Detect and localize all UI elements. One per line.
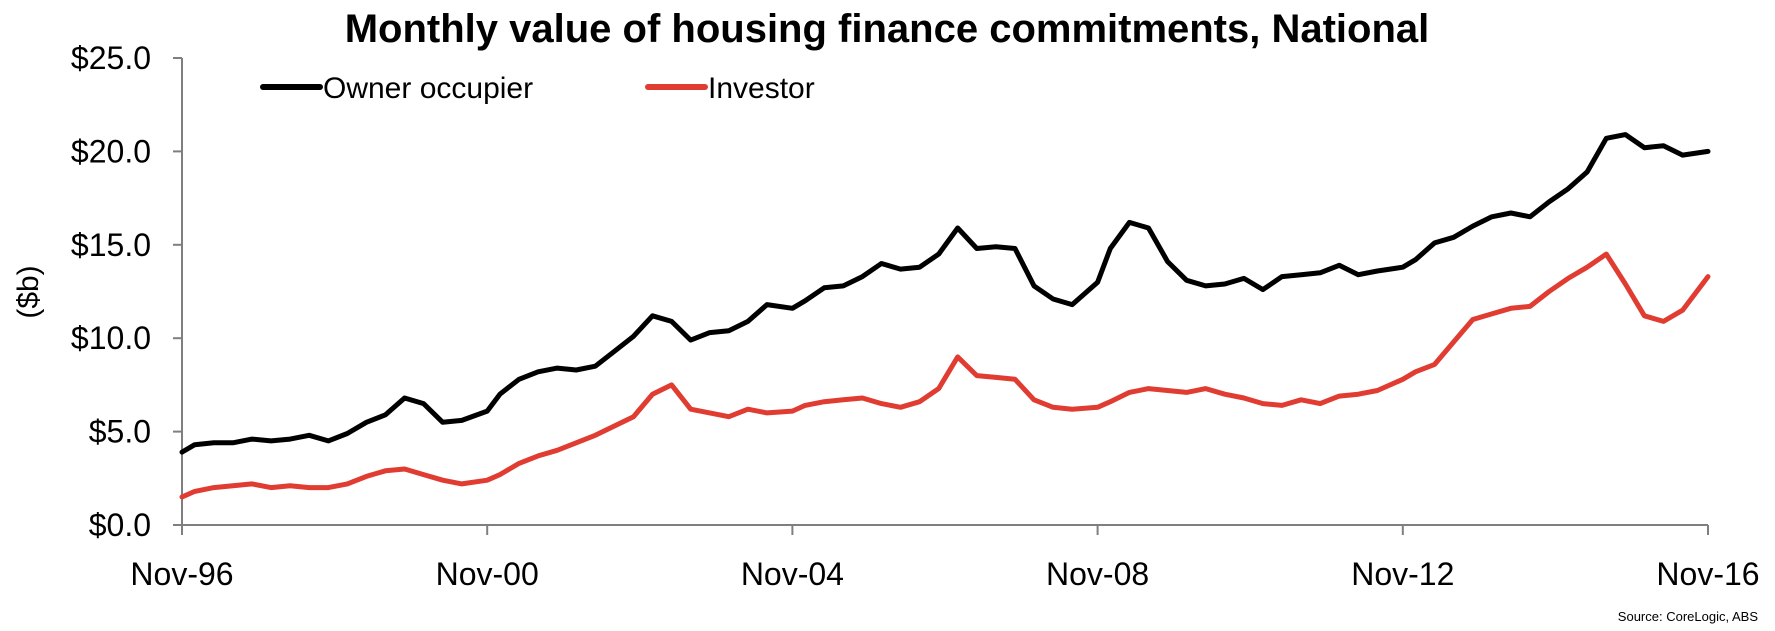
legend-label-owner-occupier: Owner occupier [323,72,533,105]
legend: Owner occupier Investor [260,72,815,105]
chart-title: Monthly value of housing finance commitm… [345,7,1430,51]
y-tick-label: $15.0 [71,227,151,263]
x-tick-label: Nov-04 [741,556,844,592]
source-note: Source: CoreLogic, ABS [1618,609,1759,624]
y-axis-ticks: $0.0 $5.0 $10.0 $15.0 $20.0 $25.0 [71,40,182,543]
y-tick-label: $5.0 [89,414,151,450]
legend-label-investor: Investor [708,72,815,105]
series-line-investor [179,251,1711,500]
x-tick-label: Nov-08 [1046,556,1149,592]
x-tick-label: Nov-12 [1351,556,1454,592]
y-tick-label: $0.0 [89,507,151,543]
x-tick-label: Nov-16 [1656,556,1759,592]
y-tick-label: $10.0 [71,320,151,356]
series-lines [179,132,1711,500]
x-tick-label: Nov-96 [130,556,233,592]
x-axis-ticks: Nov-96 Nov-00 Nov-04 Nov-08 Nov-12 Nov-16 [130,525,1760,592]
y-tick-label: $20.0 [71,133,151,169]
series-line-owner-occupier [179,132,1711,455]
y-tick-label: $25.0 [71,40,151,76]
y-axis-label: ($b) [12,265,45,318]
x-tick-label: Nov-00 [436,556,539,592]
